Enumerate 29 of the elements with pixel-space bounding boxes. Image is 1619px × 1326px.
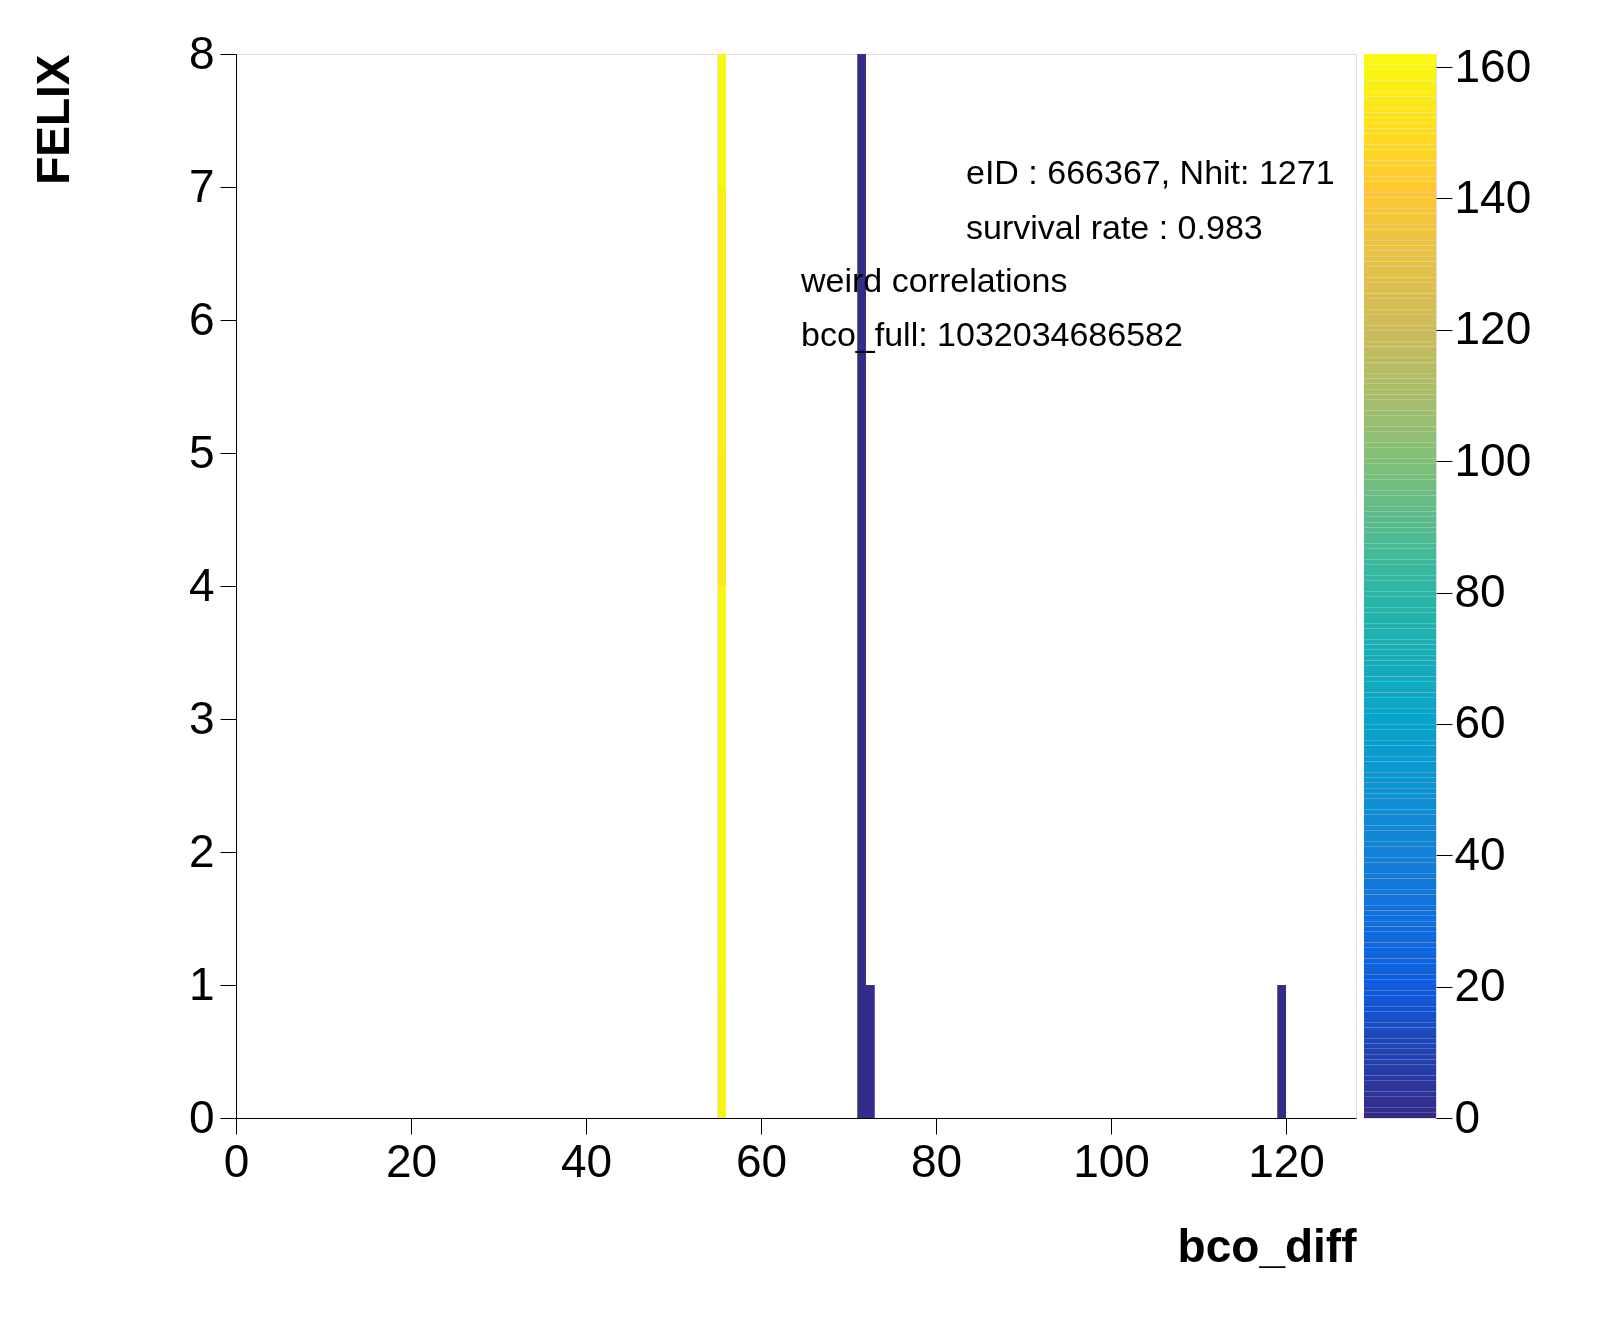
x-tick-label: 40: [560, 1134, 613, 1187]
y-tick-label: 7: [188, 159, 215, 212]
x-tick-label: 100: [1073, 1134, 1150, 1187]
x-tick-label: 60: [735, 1134, 788, 1187]
annotation: eID : 666367, Nhit: 1271: [966, 153, 1335, 191]
color-bar-label: 40: [1454, 827, 1506, 880]
y-tick-label: 8: [188, 26, 215, 79]
color-bar-label: 120: [1454, 302, 1532, 355]
y-tick-label: 4: [188, 558, 215, 611]
color-bar-label: 140: [1454, 170, 1532, 223]
y-tick-label: 6: [188, 292, 215, 345]
x-tick-label: 120: [1248, 1134, 1325, 1187]
color-bar-label: 60: [1454, 696, 1506, 749]
y-axis-title: FELIX: [26, 54, 79, 185]
y-tick-label: 5: [188, 425, 215, 478]
y-tick-label: 2: [188, 824, 215, 877]
color-bar-label: 160: [1454, 39, 1532, 92]
y-tick-label: 3: [188, 691, 215, 744]
color-bar-label: 100: [1454, 433, 1532, 486]
x-tick-label: 20: [385, 1134, 438, 1187]
color-bar-label: 80: [1454, 565, 1506, 618]
x-axis-title: bco_diff: [1177, 1219, 1358, 1272]
color-bar-label: 0: [1454, 1090, 1481, 1143]
x-tick-label: 0: [223, 1134, 250, 1187]
annotation: survival rate : 0.983: [966, 208, 1263, 246]
color-bar-label: 20: [1454, 959, 1506, 1012]
x-tick-label: 80: [910, 1134, 963, 1187]
y-tick-label: 0: [188, 1090, 215, 1143]
y-tick-label: 1: [188, 957, 215, 1010]
